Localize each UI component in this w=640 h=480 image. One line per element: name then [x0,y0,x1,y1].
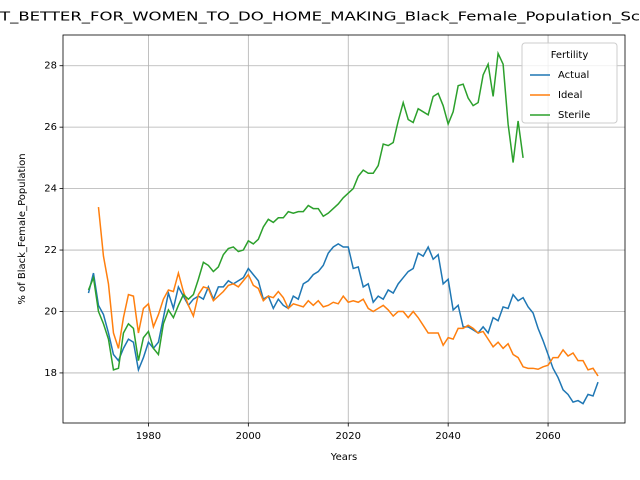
data-line [87,243,599,405]
x-tick-label: 2000 [236,431,261,442]
y-tick-label: 20 [44,306,57,317]
data-line [97,206,599,377]
y-tick-label: 24 [44,184,57,195]
chart-title: T_BETTER_FOR_WOMEN_TO_DO_HOME_MAKING_Bla… [0,10,640,24]
legend-title: Fertility [551,50,589,61]
legend: Fertility Actual Ideal Sterile [521,42,618,124]
legend-box [521,42,618,124]
x-tick-label: 1980 [136,431,161,442]
data-line [87,50,524,371]
y-tick-label: 22 [44,245,57,256]
plot-frame [62,34,626,424]
x-axis-label: Years [330,452,357,463]
legend-label: Ideal [558,90,582,101]
x-tick-label: 2040 [435,431,460,442]
legend-label: Sterile [558,110,590,121]
y-tick-label: 26 [44,122,57,133]
y-axis-label: % of Black_Female_Population [17,153,28,304]
y-tick-label: 18 [44,368,57,379]
y-tick-label: 28 [44,61,57,72]
x-tick-label: 2060 [535,431,560,442]
legend-label: Actual [558,70,589,81]
x-tick-label: 2020 [336,431,361,442]
